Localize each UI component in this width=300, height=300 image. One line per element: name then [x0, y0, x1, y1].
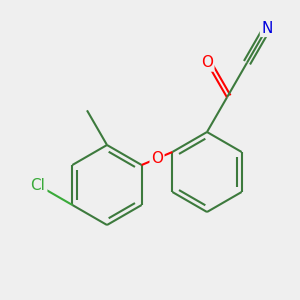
Text: O: O	[201, 55, 213, 70]
Text: N: N	[261, 21, 273, 36]
Text: O: O	[151, 151, 163, 166]
Text: Cl: Cl	[30, 178, 45, 193]
